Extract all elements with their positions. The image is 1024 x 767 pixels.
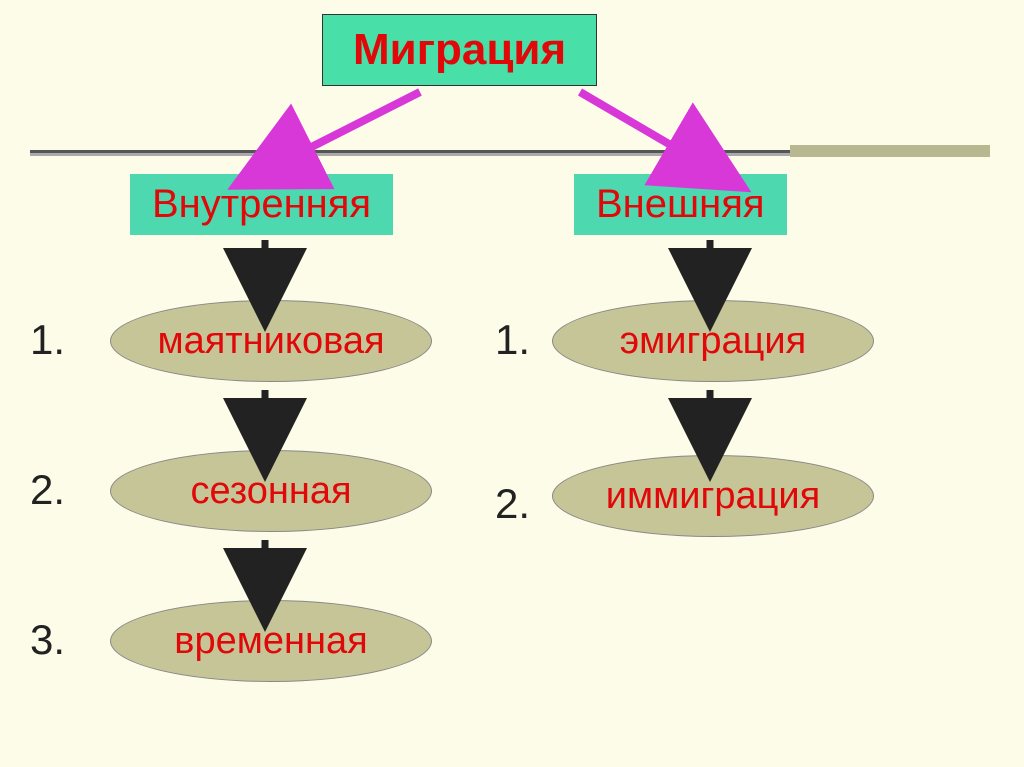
arrows-layer [0, 0, 1024, 767]
